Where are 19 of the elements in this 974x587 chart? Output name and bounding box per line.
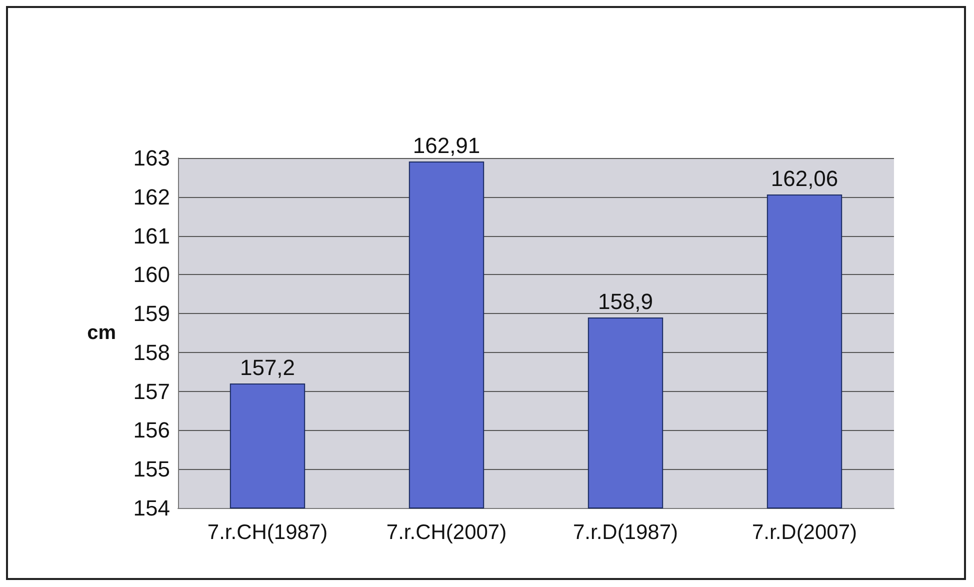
y-tick-label: 159 [133, 301, 170, 326]
x-tick-label: 7.r.CH(1987) [207, 521, 328, 544]
data-label: 162,06 [770, 166, 838, 192]
y-tick-label: 155 [133, 456, 170, 482]
x-tick-label: 7.r.D(2007) [752, 521, 858, 544]
y-tick-label: 154 [133, 496, 170, 520]
data-label: 157,2 [240, 355, 296, 380]
y-tick-label: 157 [133, 378, 170, 404]
x-tick-label: 7.r.D(1987) [572, 521, 678, 544]
y-tick-label: 163 [133, 146, 170, 170]
data-label: 162,91 [412, 133, 480, 158]
data-label: 158,9 [598, 288, 654, 314]
y-tick-label: 162 [133, 184, 170, 210]
y-axis-title: cm [87, 322, 116, 344]
y-tick-label: 156 [133, 418, 170, 443]
y-tick-label: 160 [133, 262, 170, 288]
y-tick-label: 158 [133, 340, 170, 365]
x-tick-label: 7.r.CH(2007) [386, 521, 507, 544]
y-tick-label: 161 [133, 223, 170, 248]
